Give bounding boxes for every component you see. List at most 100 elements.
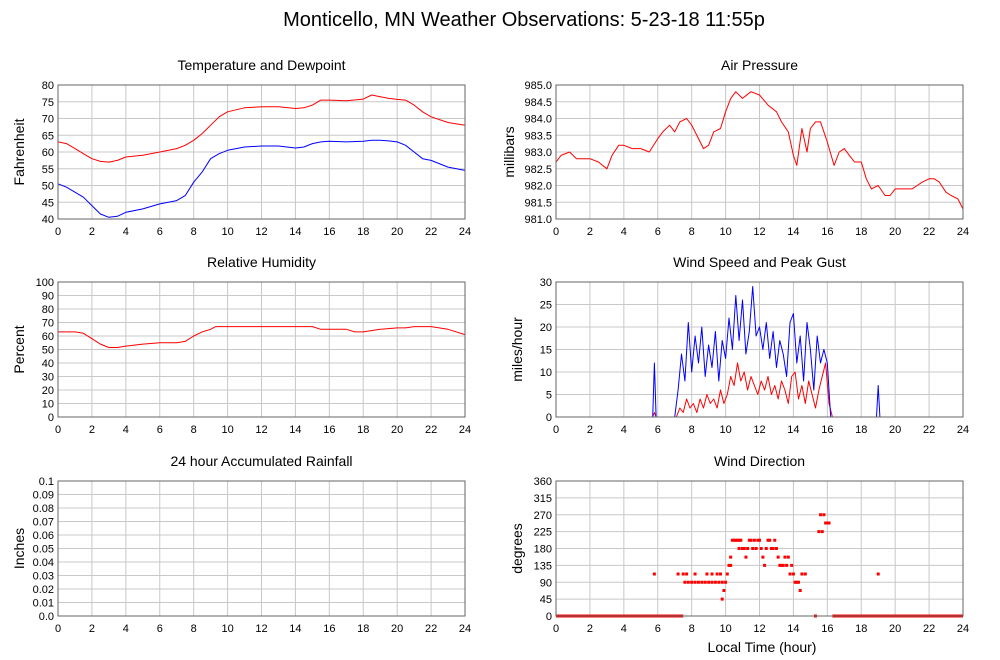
temp-y-tick-label: 75 xyxy=(42,97,54,109)
direction-point xyxy=(783,555,787,559)
direction-point xyxy=(681,572,685,576)
pressure-y-tick-label: 984.0 xyxy=(524,114,552,126)
wind-y-tick-label: 30 xyxy=(540,277,552,289)
rain-y-tick-label: 0.07 xyxy=(33,517,54,529)
temp-frame xyxy=(57,84,466,220)
rain-y-tick-label: 0.09 xyxy=(33,490,54,502)
direction-y-tick-label: 90 xyxy=(540,577,552,589)
wind-y-axis-label: miles/hour xyxy=(509,317,525,382)
direction-point xyxy=(798,589,802,592)
direction-point xyxy=(774,547,778,550)
direction-y-tick-label: 315 xyxy=(534,493,552,505)
direction-x-tick-label: 20 xyxy=(889,623,901,635)
wind-y-tick-label: 25 xyxy=(540,300,552,312)
humidity-x-tick-label: 12 xyxy=(255,424,267,436)
rain-x-tick-label: 0 xyxy=(55,623,61,635)
direction-x-tick-label: 12 xyxy=(753,623,765,635)
temp-x-tick-label: 0 xyxy=(55,226,61,238)
temp-x-tick-label: 4 xyxy=(123,226,129,238)
pressure-x-tick-label: 8 xyxy=(689,226,695,238)
pressure-y-tick-label: 985.0 xyxy=(524,80,552,92)
direction-point xyxy=(791,572,795,576)
temp-y-tick-label: 65 xyxy=(42,130,54,142)
direction-point xyxy=(786,555,790,559)
rain-x-tick-label: 16 xyxy=(323,623,335,635)
temp-y-tick-label: 60 xyxy=(42,147,54,159)
pressure-x-tick-label: 14 xyxy=(787,226,799,238)
wind-x-tick-label: 8 xyxy=(689,424,695,436)
direction-point xyxy=(819,513,823,517)
humidity-y-tick-label: 100 xyxy=(36,277,54,289)
humidity-y-tick-label: 80 xyxy=(42,304,54,316)
x-axis-label: Local Time (hour) xyxy=(708,639,817,655)
humidity-chart: 0 2 4 6 8 10 12 14 16 18 20 22 240102030405060708090… xyxy=(11,254,471,436)
rain-chart: 0 2 4 6 8 10 12 14 16 18 20 22 240.00.010.020.030.04… xyxy=(11,453,471,635)
direction-point xyxy=(710,572,714,576)
direction-x-tick-label: 0 xyxy=(553,623,559,635)
direction-x-tick-label: 24 xyxy=(957,623,969,635)
direction-point xyxy=(727,563,731,567)
pressure-y-tick-label: 984.5 xyxy=(524,97,552,109)
temp-x-tick-label: 6 xyxy=(157,226,163,238)
temp-x-tick-label: 14 xyxy=(289,226,301,238)
rain-x-tick-label: 8 xyxy=(191,623,197,635)
wind-x-tick-label: 0 xyxy=(553,424,559,436)
humidity-y-tick-label: 0 xyxy=(48,412,54,424)
direction-point xyxy=(741,547,745,550)
direction-point xyxy=(696,580,700,584)
humidity-x-tick-label: 14 xyxy=(289,424,301,436)
wind-series-line-0 xyxy=(556,362,963,418)
direction-point xyxy=(761,555,765,559)
pressure-x-tick-label: 12 xyxy=(753,226,765,238)
direction-point xyxy=(732,538,736,542)
direction-y-tick-label: 0 xyxy=(546,611,552,623)
direction-point xyxy=(705,572,709,576)
wind-x-tick-label: 18 xyxy=(855,424,867,436)
humidity-x-tick-label: 20 xyxy=(391,424,403,436)
temp-series-line-0 xyxy=(57,94,466,163)
wind-x-tick-label: 10 xyxy=(719,424,731,436)
humidity-y-tick-label: 90 xyxy=(42,291,54,303)
direction-point xyxy=(729,555,733,559)
humidity-y-tick-label: 20 xyxy=(42,385,54,397)
pressure-x-tick-label: 10 xyxy=(719,226,731,238)
pressure-x-tick-label: 4 xyxy=(621,226,627,238)
direction-point xyxy=(729,563,733,567)
direction-point xyxy=(683,580,687,584)
rain-title: 24 hour Accumulated Rainfall xyxy=(170,453,352,469)
direction-point xyxy=(739,538,743,542)
temp-x-tick-label: 16 xyxy=(323,226,335,238)
direction-point xyxy=(876,572,880,576)
pressure-x-tick-label: 24 xyxy=(957,226,969,238)
direction-point xyxy=(822,513,826,517)
rain-y-tick-label: 0.0 xyxy=(39,611,54,623)
direction-point xyxy=(768,538,772,542)
direction-point xyxy=(797,580,801,584)
direction-point xyxy=(817,530,821,534)
direction-x-tick-label: 8 xyxy=(689,623,695,635)
humidity-x-tick-label: 8 xyxy=(191,424,197,436)
humidity-x-tick-label: 22 xyxy=(425,424,437,436)
temp-y-tick-label: 50 xyxy=(42,181,54,193)
temp-x-tick-label: 12 xyxy=(255,226,267,238)
humidity-title: Relative Humidity xyxy=(207,254,316,270)
temp-y-tick-label: 45 xyxy=(42,197,54,209)
direction-point xyxy=(724,580,728,584)
pressure-x-tick-label: 0 xyxy=(553,226,559,238)
direction-point xyxy=(795,580,799,584)
temp-x-tick-label: 24 xyxy=(459,226,471,238)
direction-point xyxy=(763,563,767,567)
direction-y-axis-label: degrees xyxy=(509,523,525,574)
direction-point xyxy=(752,538,756,542)
direction-point xyxy=(758,538,761,542)
direction-point xyxy=(803,572,807,576)
direction-point xyxy=(747,538,751,542)
direction-point xyxy=(827,521,831,525)
rain-x-tick-label: 2 xyxy=(89,623,95,635)
direction-point xyxy=(742,547,746,550)
wind-x-tick-label: 16 xyxy=(821,424,833,436)
rain-y-tick-label: 0.03 xyxy=(33,571,54,583)
humidity-y-tick-label: 50 xyxy=(42,345,54,357)
